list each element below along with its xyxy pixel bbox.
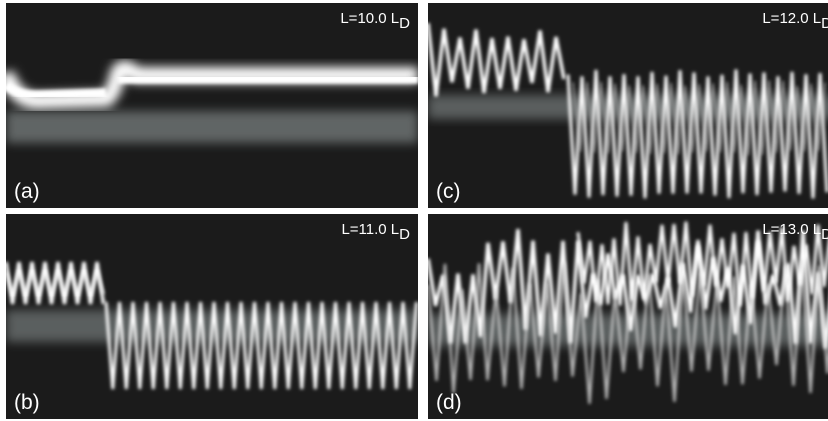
- panel-label: (b): [14, 391, 40, 414]
- length-subscript: D: [399, 15, 410, 32]
- length-text: L=13.0 L: [762, 221, 821, 238]
- panel: (d) L=13.0 LD: [428, 214, 828, 419]
- streak: [428, 261, 828, 404]
- streak: [576, 221, 828, 307]
- streak: [104, 301, 418, 390]
- streak: [6, 74, 418, 100]
- panel-image: [428, 22, 828, 199]
- panel: (c) L=12.0 LD: [428, 3, 828, 208]
- panel-image: [428, 221, 828, 404]
- panel: (a) L=10.0 LD: [6, 3, 418, 208]
- length-label: L=10.0 LD: [340, 10, 410, 32]
- panel-label: (d): [436, 391, 462, 414]
- panel: (b) L=11.0 LD: [6, 214, 418, 419]
- panel-label: (c): [436, 180, 461, 203]
- length-text: L=11.0 L: [341, 221, 399, 238]
- length-label: L=13.0 LD: [762, 221, 828, 243]
- streak: [572, 80, 826, 156]
- grey-band: [6, 111, 418, 143]
- panel-image: [6, 261, 418, 390]
- length-subscript: D: [821, 15, 828, 32]
- length-text: L=10.0 L: [340, 10, 399, 27]
- length-label: L=12.0 LD: [762, 10, 828, 32]
- length-label: L=11.0 LD: [341, 221, 410, 243]
- length-subscript: D: [399, 226, 410, 243]
- length-subscript: D: [821, 226, 828, 243]
- streak: [6, 266, 105, 300]
- streak: [428, 22, 566, 97]
- panel-label: (a): [14, 180, 40, 203]
- panel-image: [6, 60, 418, 143]
- streak: [566, 69, 828, 199]
- length-text: L=12.0 L: [762, 10, 821, 27]
